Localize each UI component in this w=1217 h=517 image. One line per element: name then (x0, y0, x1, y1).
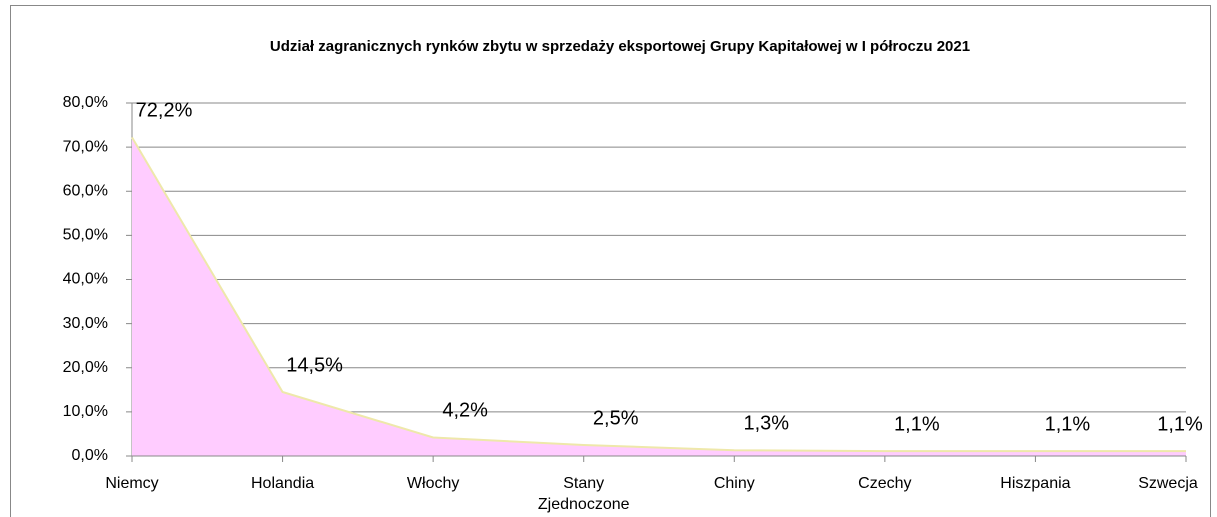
y-tick-label: 70,0% (63, 138, 108, 155)
y-tick-label: 10,0% (63, 403, 108, 420)
data-label: 72,2% (136, 100, 193, 122)
y-tick-label: 60,0% (63, 182, 108, 199)
data-label: 1,1% (1157, 413, 1203, 435)
x-tick-label: Czechy (858, 475, 912, 492)
chart-frame (10, 5, 1211, 517)
x-tick-label: Hiszpania (1000, 475, 1071, 492)
data-label: 14,5% (286, 354, 343, 376)
data-label: 4,2% (442, 400, 488, 422)
x-tick-label: Szwecja (1138, 475, 1198, 492)
y-tick-label: 40,0% (63, 271, 108, 288)
area-edge (131, 136, 1186, 453)
x-tick-label: Stany Zjednoczone (537, 475, 630, 513)
x-tick-label: Holandia (250, 475, 315, 492)
y-tick-label: 20,0% (63, 359, 108, 376)
x-tick-label: Włochy (406, 475, 460, 492)
data-label: 1,1% (894, 413, 940, 435)
x-tick-label: Niemcy (105, 475, 159, 492)
y-tick-label: 30,0% (63, 315, 108, 332)
y-tick-label: 50,0% (63, 227, 108, 244)
data-label: 2,5% (593, 407, 639, 429)
x-tick-label: Chiny (713, 475, 755, 492)
y-tick-label: 80,0% (63, 94, 108, 111)
data-label: 1,1% (1045, 413, 1091, 435)
area (132, 137, 1186, 457)
data-label: 1,3% (743, 413, 789, 435)
y-tick-label: 0,0% (72, 447, 108, 464)
chart-title: Udział zagranicznych rynków zbytu w sprz… (270, 38, 970, 55)
